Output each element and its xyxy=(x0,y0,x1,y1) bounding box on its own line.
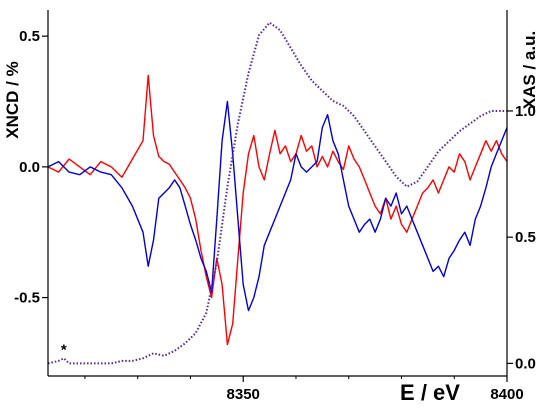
right-y-axis-title: XAS / a.u. xyxy=(520,31,539,109)
plot-series xyxy=(47,21,508,365)
x-tick-label: 8400 xyxy=(490,386,523,403)
left-y-axis-title: XNCD / % xyxy=(3,61,22,138)
right-y-tick-label: 0.5 xyxy=(515,229,536,246)
right-y-tick-label: 0.0 xyxy=(515,355,536,372)
series-line-2 xyxy=(47,100,508,312)
axes xyxy=(47,10,508,377)
x-tick-label: 8350 xyxy=(227,386,260,403)
left-y-tick-label: -0.5 xyxy=(14,290,40,307)
left-y-tick-label: 0.0 xyxy=(19,159,40,176)
ticks: 8350 8400 -0.5 0.0 0.5 0.0 0.5 1.0 xyxy=(14,28,536,403)
star-annotation: * xyxy=(61,341,67,358)
right-y-tick-label: 1.0 xyxy=(515,103,536,120)
x-axis-title: E / eV xyxy=(400,380,460,405)
left-y-tick-label: 0.5 xyxy=(19,28,40,45)
series-line-1 xyxy=(47,74,508,346)
